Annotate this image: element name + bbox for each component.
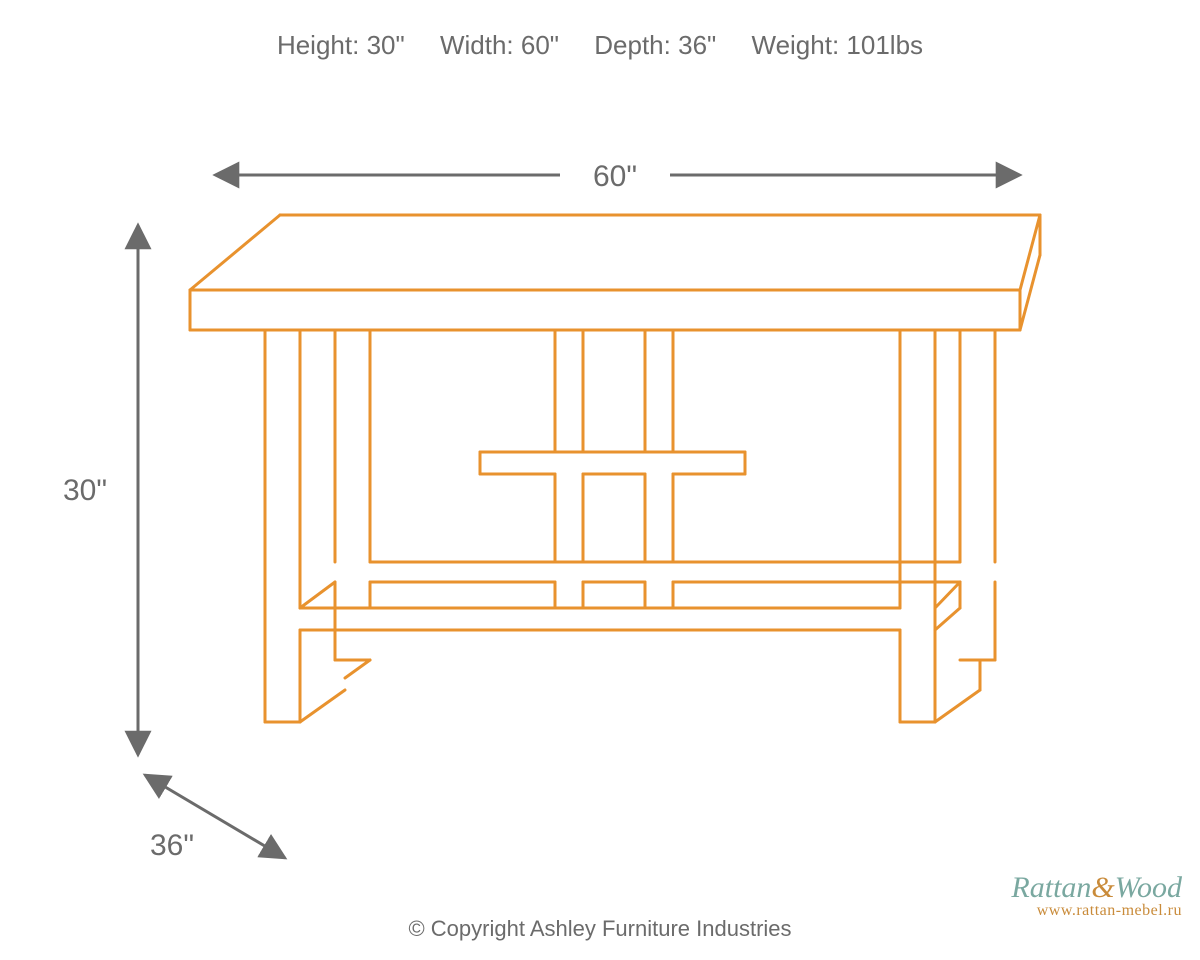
watermark-brand-a: Rattan (1011, 871, 1091, 904)
front-stretcher (300, 582, 960, 630)
watermark-brand: Rattan&Wood (1011, 872, 1182, 904)
tabletop (190, 215, 1040, 330)
table-drawing (190, 215, 1040, 722)
watermark: Rattan&Wood www.rattan-mebel.ru (1011, 872, 1182, 920)
copyright-text: © Copyright Ashley Furniture Industries (0, 916, 1200, 942)
center-rail (480, 452, 745, 474)
center-posts (555, 330, 673, 608)
dimension-arrows (138, 175, 1020, 858)
depth-callout: 36" (150, 829, 194, 862)
foot-depth-edges (300, 660, 980, 722)
watermark-brand-b: Wood (1115, 871, 1182, 904)
width-callout: 60" (593, 160, 637, 193)
back-stretcher (370, 562, 960, 582)
diagram-svg: 60" 30" 36" (0, 0, 1200, 960)
watermark-amp: & (1091, 871, 1114, 904)
back-legs (335, 330, 995, 660)
height-callout: 30" (63, 474, 107, 507)
